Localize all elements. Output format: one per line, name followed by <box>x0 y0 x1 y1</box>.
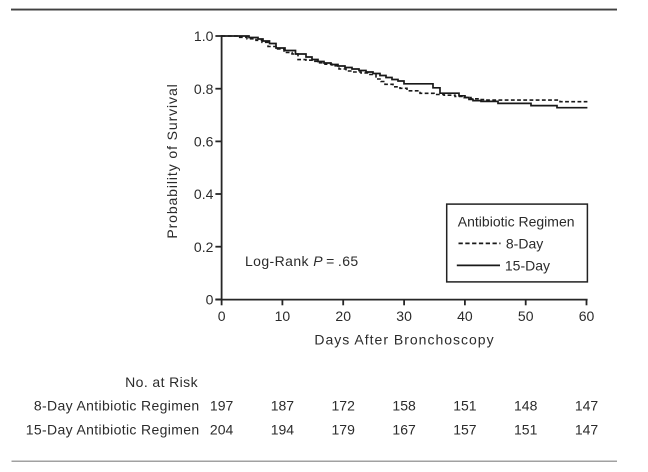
svg-text:187: 187 <box>271 398 295 414</box>
svg-text:No. at Risk: No. at Risk <box>125 374 198 390</box>
svg-text:179: 179 <box>332 422 356 438</box>
svg-text:204: 204 <box>210 422 234 438</box>
svg-text:158: 158 <box>392 398 416 414</box>
svg-text:0: 0 <box>218 308 226 324</box>
svg-text:151: 151 <box>514 422 538 438</box>
svg-text:50: 50 <box>518 308 534 324</box>
svg-text:15-Day: 15-Day <box>505 257 550 273</box>
svg-text:157: 157 <box>453 422 477 438</box>
svg-text:15-Day Antibiotic Regimen: 15-Day Antibiotic Regimen <box>26 422 200 438</box>
svg-text:Log-Rank P = .65: Log-Rank P = .65 <box>245 253 359 269</box>
svg-text:172: 172 <box>332 398 356 414</box>
svg-text:151: 151 <box>453 398 477 414</box>
svg-text:167: 167 <box>392 422 416 438</box>
svg-text:148: 148 <box>514 398 538 414</box>
svg-text:0.8: 0.8 <box>194 81 214 97</box>
svg-text:147: 147 <box>575 422 599 438</box>
svg-text:20: 20 <box>335 308 351 324</box>
svg-text:194: 194 <box>271 422 295 438</box>
svg-text:0.2: 0.2 <box>194 239 214 255</box>
svg-text:0.6: 0.6 <box>194 134 214 150</box>
svg-text:8-Day Antibiotic Regimen: 8-Day Antibiotic Regimen <box>34 398 200 414</box>
svg-text:30: 30 <box>396 308 412 324</box>
svg-text:0: 0 <box>206 292 214 308</box>
svg-text:147: 147 <box>575 398 599 414</box>
svg-text:1.0: 1.0 <box>194 28 214 44</box>
svg-text:Days After Bronchoscopy: Days After Bronchoscopy <box>314 332 494 348</box>
svg-text:10: 10 <box>275 308 291 324</box>
svg-text:197: 197 <box>210 398 234 414</box>
svg-text:40: 40 <box>457 308 473 324</box>
svg-text:Probability of Survival: Probability of Survival <box>164 83 180 238</box>
svg-text:0.4: 0.4 <box>194 186 214 202</box>
svg-text:Antibiotic Regimen: Antibiotic Regimen <box>458 213 575 229</box>
svg-text:60: 60 <box>579 308 595 324</box>
svg-text:8-Day: 8-Day <box>506 235 543 251</box>
